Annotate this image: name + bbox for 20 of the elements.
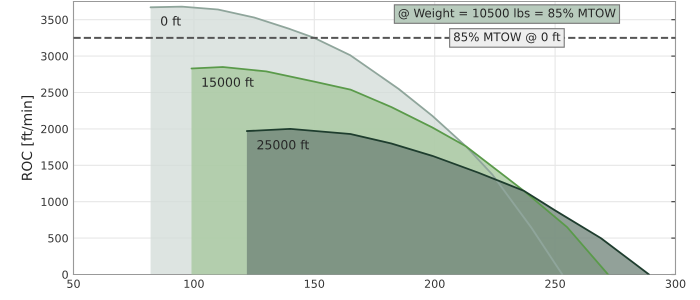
y-tick-label: 2500	[41, 88, 68, 97]
x-tick-label: 250	[545, 280, 565, 288]
x-tick-label: 50	[67, 280, 80, 288]
x-tick-label: 100	[184, 280, 204, 288]
series-label: 15000 ft	[202, 77, 254, 87]
x-tick-label: 150	[304, 280, 324, 288]
y-axis-title: ROC [ft/min]	[21, 96, 34, 180]
annotation: @ Weight = 10500 lbs = 85% MTOW	[398, 8, 616, 20]
y-tick-label: 0	[62, 270, 68, 279]
y-tick-label: 1000	[42, 198, 68, 206]
y-tick-label: 3000	[41, 52, 68, 60]
ref-line-label: 85% MTOW @ 0 ft	[454, 32, 560, 44]
y-tick-label: 1500	[42, 161, 68, 170]
series-label: 25000 ft	[257, 140, 310, 150]
y-tick-label: 500	[48, 234, 68, 242]
y-tick-label: 2000	[41, 124, 68, 134]
series-label: 0 ft	[161, 16, 181, 26]
y-tick-label: 3500	[41, 16, 68, 24]
x-tick-label: 200	[424, 280, 445, 288]
x-tick-label: 300	[666, 280, 686, 288]
